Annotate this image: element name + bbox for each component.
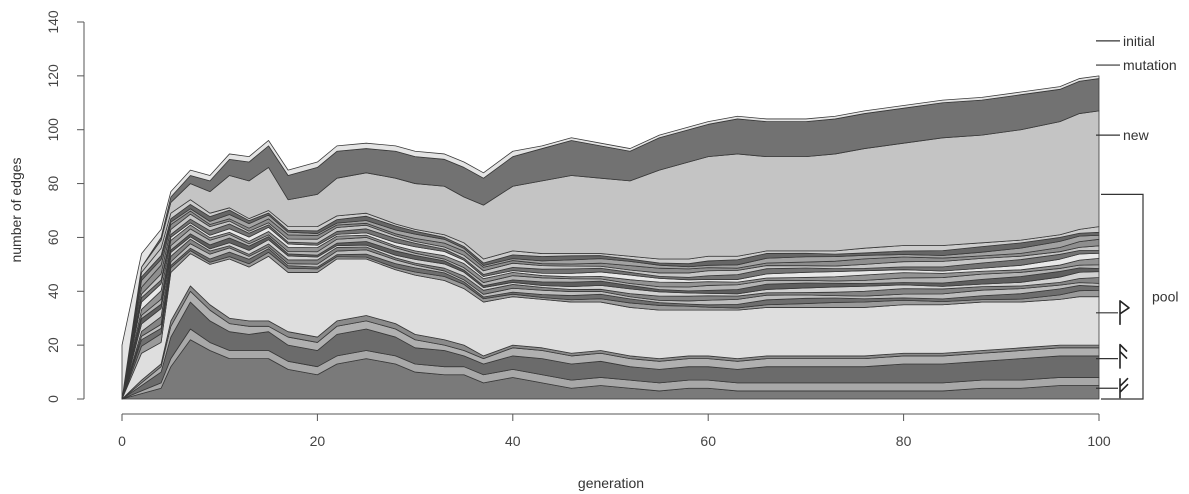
flag-glyph xyxy=(1119,300,1130,325)
axes: 0 20 40 60 80 100 0 20 40 60 80 100 120 140 generati… xyxy=(8,10,1111,491)
x-tick-label: 20 xyxy=(310,433,326,449)
y-tick-label: 140 xyxy=(45,10,61,34)
y-tick-label: 0 xyxy=(45,395,61,403)
x-tick-label: 0 xyxy=(118,433,126,449)
annotation-label-initial: initial xyxy=(1123,33,1155,49)
y-tick-label: 20 xyxy=(45,337,61,353)
y-tick-label: 120 xyxy=(45,64,61,88)
annotation-label-mutation: mutation xyxy=(1123,57,1177,73)
x-tick-label: 40 xyxy=(505,433,521,449)
double-flag-glyph-alt xyxy=(1119,377,1129,399)
pool-bracket xyxy=(1101,193,1144,400)
x-axis-title: generation xyxy=(578,475,644,491)
area-layers xyxy=(121,75,1100,400)
y-tick-label: 100 xyxy=(45,118,61,142)
y-axis-title: number of edges xyxy=(8,157,24,262)
y-tick-label: 60 xyxy=(45,229,61,245)
double-flag-glyph xyxy=(1119,343,1128,369)
initial-layer xyxy=(121,75,1100,400)
annotations: initial mutation new pool xyxy=(1096,33,1178,400)
x-tick-label: 80 xyxy=(896,433,912,449)
y-tick-label: 40 xyxy=(45,283,61,299)
annotation-label-pool: pool xyxy=(1152,289,1178,305)
annotation-label-new: new xyxy=(1123,127,1150,143)
x-tick-label: 100 xyxy=(1087,433,1111,449)
y-tick-label: 80 xyxy=(45,176,61,192)
y-ticks: 0 20 40 60 80 100 120 140 xyxy=(45,10,84,403)
x-ticks: 0 20 40 60 80 100 xyxy=(118,414,1111,449)
x-tick-label: 60 xyxy=(700,433,716,449)
